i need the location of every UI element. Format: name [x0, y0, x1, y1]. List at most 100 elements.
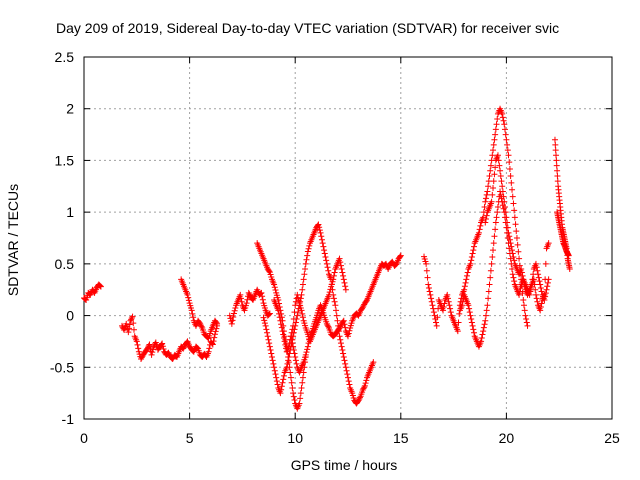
data-point: [321, 247, 328, 254]
data-point: [461, 283, 468, 290]
data-point: [483, 212, 490, 219]
data-point: [198, 323, 205, 330]
data-point: [359, 304, 366, 311]
data-point: [509, 247, 516, 254]
data-point: [536, 278, 543, 285]
data-point: [532, 291, 539, 298]
data-point: [264, 329, 271, 336]
data-point: [337, 336, 344, 343]
data-point: [425, 281, 432, 288]
data-point: [490, 185, 497, 192]
data-point: [542, 260, 549, 267]
data-point: [492, 126, 499, 133]
data-point: [337, 323, 344, 330]
data-point: [272, 371, 279, 378]
data-point: [340, 350, 347, 357]
data-point: [323, 320, 330, 327]
data-point: [502, 131, 509, 138]
data-point: [262, 322, 269, 329]
data-point: [535, 271, 542, 278]
data-point: [501, 121, 508, 128]
data-point: [124, 326, 131, 333]
data-point: [423, 267, 430, 274]
data-point: [508, 179, 515, 186]
data-point: [294, 312, 301, 319]
data-point: [489, 152, 496, 159]
data-point: [302, 351, 309, 358]
data-point: [480, 328, 487, 335]
data-point: [296, 400, 303, 407]
data-point: [497, 172, 504, 179]
data-point: [356, 394, 363, 401]
data-point: [258, 289, 265, 296]
data-point: [264, 333, 271, 340]
data-point: [327, 286, 334, 293]
data-point: [459, 302, 466, 309]
data-point: [275, 307, 282, 314]
data-point: [169, 356, 176, 363]
data-point: [288, 379, 295, 386]
data-point: [516, 288, 523, 295]
data-point: [482, 312, 489, 319]
data-point: [342, 364, 349, 371]
data-point: [292, 319, 299, 326]
data-point: [471, 329, 478, 336]
chart-title: Day 209 of 2019, Sidereal Day-to-day VTE…: [56, 20, 559, 36]
data-point: [467, 312, 474, 319]
data-point: [426, 288, 433, 295]
data-point: [397, 252, 404, 259]
data-point: [324, 322, 331, 329]
data-point: [498, 178, 505, 185]
data-point: [269, 357, 276, 364]
data-point: [306, 336, 313, 343]
data-point: [532, 286, 539, 293]
data-point: [504, 141, 511, 148]
data-point: [291, 397, 298, 404]
data-point: [291, 309, 298, 316]
data-point: [553, 152, 560, 159]
data-point: [290, 393, 297, 400]
plot-frame: [83, 56, 613, 420]
data-point: [337, 259, 344, 266]
data-point: [361, 384, 368, 391]
x-tick-label: 20: [499, 430, 515, 446]
data-point: [342, 283, 349, 290]
data-point: [180, 345, 187, 352]
data-point: [338, 266, 345, 273]
data-point: [521, 283, 528, 290]
data-point: [425, 284, 432, 291]
data-point: [292, 298, 299, 305]
data-point: [363, 298, 370, 305]
data-point: [126, 325, 133, 332]
x-tick-label: 10: [287, 430, 303, 446]
data-point: [488, 198, 495, 205]
data-point: [129, 313, 136, 320]
data-point: [278, 386, 285, 393]
data-point: [342, 360, 349, 367]
data-point: [339, 347, 346, 354]
data-point: [333, 307, 340, 314]
data-point: [278, 321, 285, 328]
y-tick-label: -0.5: [50, 359, 74, 375]
data-point: [490, 141, 497, 148]
data-point: [278, 324, 285, 331]
data-point: [513, 235, 520, 241]
data-point: [291, 350, 298, 357]
data-point: [338, 343, 345, 350]
data-point: [504, 147, 511, 154]
data-point: [287, 369, 294, 376]
data-point: [274, 381, 281, 388]
data-point: [146, 341, 153, 348]
data-point: [303, 256, 310, 263]
data-point: [323, 257, 330, 264]
data-point: [362, 380, 369, 387]
data-point: [160, 346, 167, 353]
data-point: [152, 340, 159, 347]
data-point: [133, 338, 140, 345]
data-point: [524, 322, 531, 329]
data-point: [554, 167, 561, 174]
data-point: [340, 272, 347, 279]
data-point: [486, 172, 493, 179]
data-point: [481, 321, 488, 328]
data-point: [159, 340, 166, 347]
